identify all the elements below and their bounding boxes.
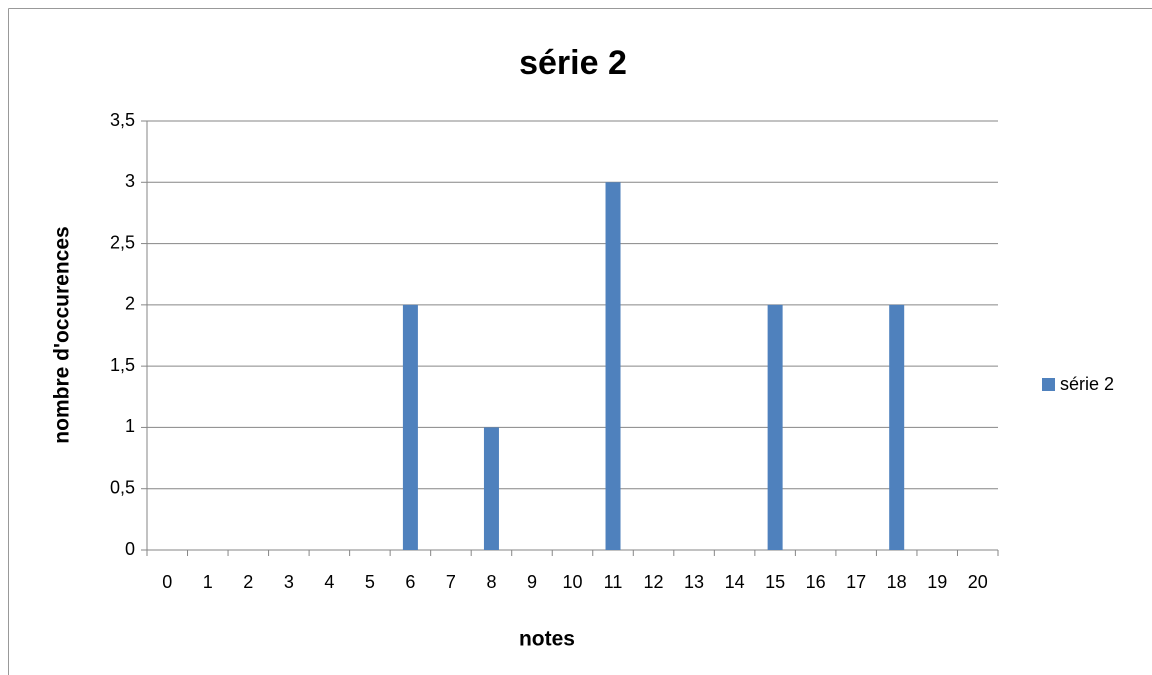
x-tick-label: 15 <box>765 572 785 592</box>
x-tick-label: 12 <box>644 572 664 592</box>
y-tick-label: 3 <box>125 171 135 191</box>
y-axis-title: nombre d'occurences <box>51 226 74 443</box>
x-tick-label: 2 <box>243 572 253 592</box>
y-tick-label: 3,5 <box>110 110 135 130</box>
x-tick-label: 8 <box>486 572 496 592</box>
y-tick-label: 0 <box>125 539 135 559</box>
chart-title: série 2 <box>519 44 627 82</box>
x-tick-label: 0 <box>162 572 172 592</box>
x-tick-label: 4 <box>324 572 334 592</box>
y-tick-label: 0,5 <box>110 477 135 497</box>
x-tick-label: 19 <box>927 572 947 592</box>
x-tick-label: 20 <box>968 572 988 592</box>
y-tick-label: 2 <box>125 294 135 314</box>
x-tick-label: 9 <box>527 572 537 592</box>
x-tick-label: 13 <box>684 572 704 592</box>
x-axis-title: notes <box>519 628 575 651</box>
x-tick-label: 10 <box>562 572 582 592</box>
x-tick-label: 1 <box>203 572 213 592</box>
x-tick-label: 6 <box>405 572 415 592</box>
x-tick-label: 17 <box>846 572 866 592</box>
bar <box>889 304 905 550</box>
x-tick-label: 14 <box>725 572 745 592</box>
x-tick-label: 5 <box>365 572 375 592</box>
bar <box>402 304 418 550</box>
bar <box>605 182 621 551</box>
y-tick-label: 1 <box>125 416 135 436</box>
legend-swatch <box>1042 378 1055 391</box>
x-tick-label: 11 <box>604 572 623 592</box>
y-tick-label: 1,5 <box>110 355 135 375</box>
legend-label: série 2 <box>1060 374 1114 394</box>
x-tick-label: 7 <box>446 572 456 592</box>
x-tick-label: 16 <box>806 572 826 592</box>
bar <box>767 304 783 550</box>
y-tick-label: 2,5 <box>110 232 135 252</box>
x-tick-label: 3 <box>284 572 294 592</box>
x-tick-label: 18 <box>887 572 907 592</box>
bar <box>483 427 499 550</box>
